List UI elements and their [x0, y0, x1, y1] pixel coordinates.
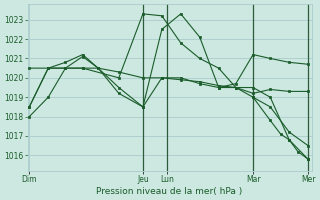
X-axis label: Pression niveau de la mer( hPa ): Pression niveau de la mer( hPa ) — [96, 187, 243, 196]
